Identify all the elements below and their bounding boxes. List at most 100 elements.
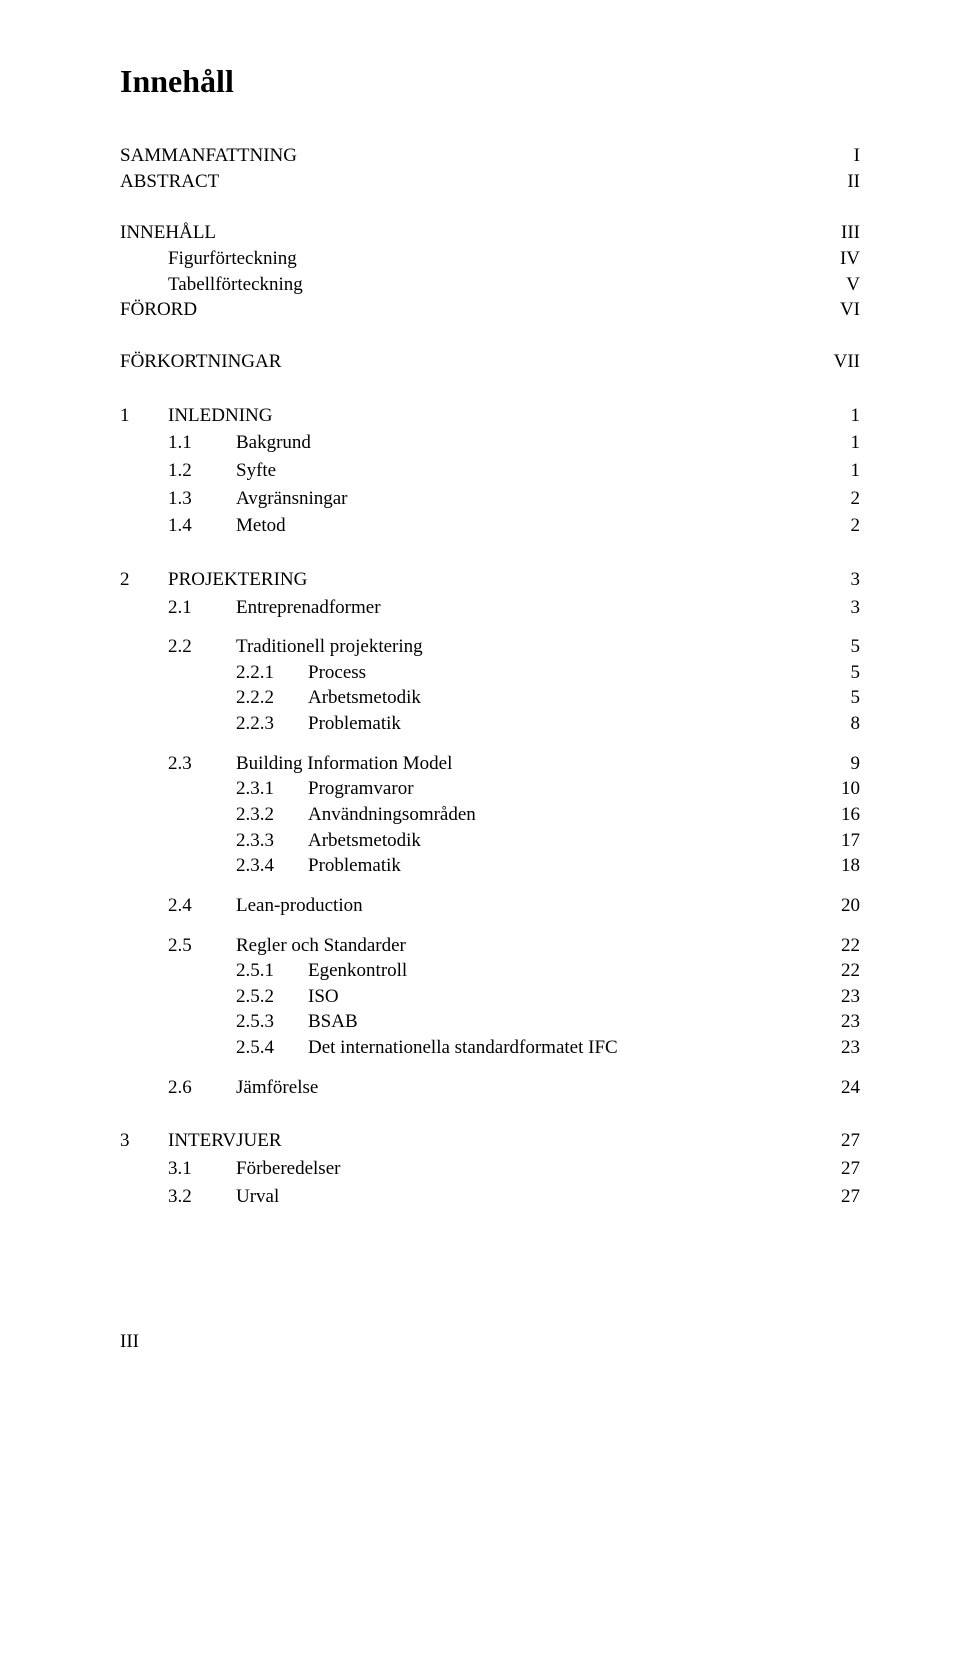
toc-label: PROJEKTERING xyxy=(168,567,307,593)
page-title: Innehåll xyxy=(120,60,860,103)
toc-number: 2.4 xyxy=(168,893,236,919)
toc-front-label: SAMMANFATTNING xyxy=(120,143,297,169)
toc-row: 2.3.3Arbetsmetodik17 xyxy=(120,828,860,854)
toc-page: 10 xyxy=(820,776,860,802)
toc-front-page: VI xyxy=(820,297,860,323)
toc-page: 16 xyxy=(820,802,860,828)
toc-row: 2.3.4Problematik18 xyxy=(120,853,860,879)
toc-number: 1.3 xyxy=(168,486,236,512)
toc-row: 3.2Urval27 xyxy=(120,1184,860,1210)
toc-front-page: VII xyxy=(820,349,860,375)
toc-row: 1INLEDNING1 xyxy=(120,403,860,429)
toc-row: 2.3Building Information Model9 xyxy=(120,751,860,777)
toc-page: 27 xyxy=(820,1128,860,1154)
toc-number: 2.5.3 xyxy=(236,1009,308,1035)
toc-row: 3.1Förberedelser 27 xyxy=(120,1156,860,1182)
page-number-footer: III xyxy=(120,1329,860,1355)
toc-number: 2.2.2 xyxy=(236,685,308,711)
toc-number: 2.5.1 xyxy=(236,958,308,984)
toc-front-page: IV xyxy=(820,246,860,272)
toc-page: 9 xyxy=(820,751,860,777)
toc-number: 2.2.3 xyxy=(236,711,308,737)
toc-number: 2.5.2 xyxy=(236,984,308,1010)
toc-label: Bakgrund xyxy=(236,430,311,456)
toc-row: 2.2Traditionell projektering 5 xyxy=(120,634,860,660)
toc-row: 2.1Entreprenadformer3 xyxy=(120,595,860,621)
toc-front-row: FÖRORD VI xyxy=(120,297,860,323)
toc-page: 23 xyxy=(820,1035,860,1061)
toc-front-page: III xyxy=(820,220,860,246)
toc-page: 17 xyxy=(820,828,860,854)
toc-page: 24 xyxy=(820,1075,860,1101)
toc-label: Arbetsmetodik xyxy=(308,828,421,854)
toc-label: Programvaror xyxy=(308,776,414,802)
toc-page: 27 xyxy=(820,1184,860,1210)
toc-page: 5 xyxy=(820,634,860,660)
toc-label: ISO xyxy=(308,984,339,1010)
toc-label: Problematik xyxy=(308,711,401,737)
toc-number: 1.1 xyxy=(168,430,236,456)
toc-number: 2.2 xyxy=(168,634,236,660)
toc-front-page: V xyxy=(820,272,860,298)
toc-number: 3.1 xyxy=(168,1156,236,1182)
toc-page: 1 xyxy=(820,458,860,484)
toc-label: Lean-production xyxy=(236,893,363,919)
toc-front-label: Figurförteckning xyxy=(120,246,297,272)
toc-page: 1 xyxy=(820,430,860,456)
toc-page: 8 xyxy=(820,711,860,737)
toc-front-matter: SAMMANFATTNINGIABSTRACTIIINNEHÅLLIIIFigu… xyxy=(120,143,860,374)
toc-page: 23 xyxy=(820,1009,860,1035)
toc-row: 2.2.1Process 5 xyxy=(120,660,860,686)
toc-page: 1 xyxy=(820,403,860,429)
toc-page: 20 xyxy=(820,893,860,919)
toc-row: 1.4Metod2 xyxy=(120,513,860,539)
toc-number: 1.4 xyxy=(168,513,236,539)
toc-label: Process xyxy=(308,660,366,686)
toc-page: 3 xyxy=(820,567,860,593)
toc-front-row: Tabellförteckning V xyxy=(120,272,860,298)
toc-number: 2.6 xyxy=(168,1075,236,1101)
toc-label: Building Information Model xyxy=(236,751,452,777)
toc-page: 5 xyxy=(820,685,860,711)
toc-front-row: ABSTRACTII xyxy=(120,169,860,195)
toc-number: 2.3.2 xyxy=(236,802,308,828)
toc-label: Entreprenadformer xyxy=(236,595,381,621)
toc-front-label: FÖRORD xyxy=(120,297,197,323)
toc-page: 23 xyxy=(820,984,860,1010)
toc-front-page: II xyxy=(820,169,860,195)
toc-label: Traditionell projektering xyxy=(236,634,423,660)
toc-number: 3 xyxy=(120,1128,168,1154)
toc-label: Förberedelser xyxy=(236,1156,340,1182)
toc-front-label: Tabellförteckning xyxy=(120,272,303,298)
toc-page: 5 xyxy=(820,660,860,686)
toc-front-row: INNEHÅLL III xyxy=(120,220,860,246)
toc-row: 3INTERVJUER27 xyxy=(120,1128,860,1154)
toc-number: 2.5.4 xyxy=(236,1035,308,1061)
toc-front-label: INNEHÅLL xyxy=(120,220,216,246)
toc-row: 2.5.2ISO 23 xyxy=(120,984,860,1010)
toc-label: Urval xyxy=(236,1184,279,1210)
toc-label: Avgränsningar xyxy=(236,486,348,512)
toc-row: 2.6Jämförelse 24 xyxy=(120,1075,860,1101)
toc-row: 2.2.3Problematik 8 xyxy=(120,711,860,737)
toc-page: 2 xyxy=(820,486,860,512)
toc-label: Syfte xyxy=(236,458,276,484)
toc-number: 1.2 xyxy=(168,458,236,484)
toc-row: 2.3.1Programvaror10 xyxy=(120,776,860,802)
toc-row: 1.1Bakgrund 1 xyxy=(120,430,860,456)
toc-label: INLEDNING xyxy=(168,403,272,429)
toc-front-label: FÖRKORTNINGAR xyxy=(120,349,281,375)
toc-page: 27 xyxy=(820,1156,860,1182)
toc-front-row: FÖRKORTNINGAR VII xyxy=(120,349,860,375)
toc-number: 1 xyxy=(120,403,168,429)
toc-label: Egenkontroll xyxy=(308,958,407,984)
toc-page: 22 xyxy=(820,958,860,984)
toc-label: Jämförelse xyxy=(236,1075,318,1101)
toc-body: 1INLEDNING11.1Bakgrund11.2Syfte11.3Avgrä… xyxy=(120,403,860,1210)
toc-row: 2.5.1Egenkontroll 22 xyxy=(120,958,860,984)
toc-page: 3 xyxy=(820,595,860,621)
toc-page: 18 xyxy=(820,853,860,879)
toc-row: 2.3.2Användningsområden16 xyxy=(120,802,860,828)
toc-label: Det internationella standardformatet IFC xyxy=(308,1035,618,1061)
toc-number: 2.2.1 xyxy=(236,660,308,686)
